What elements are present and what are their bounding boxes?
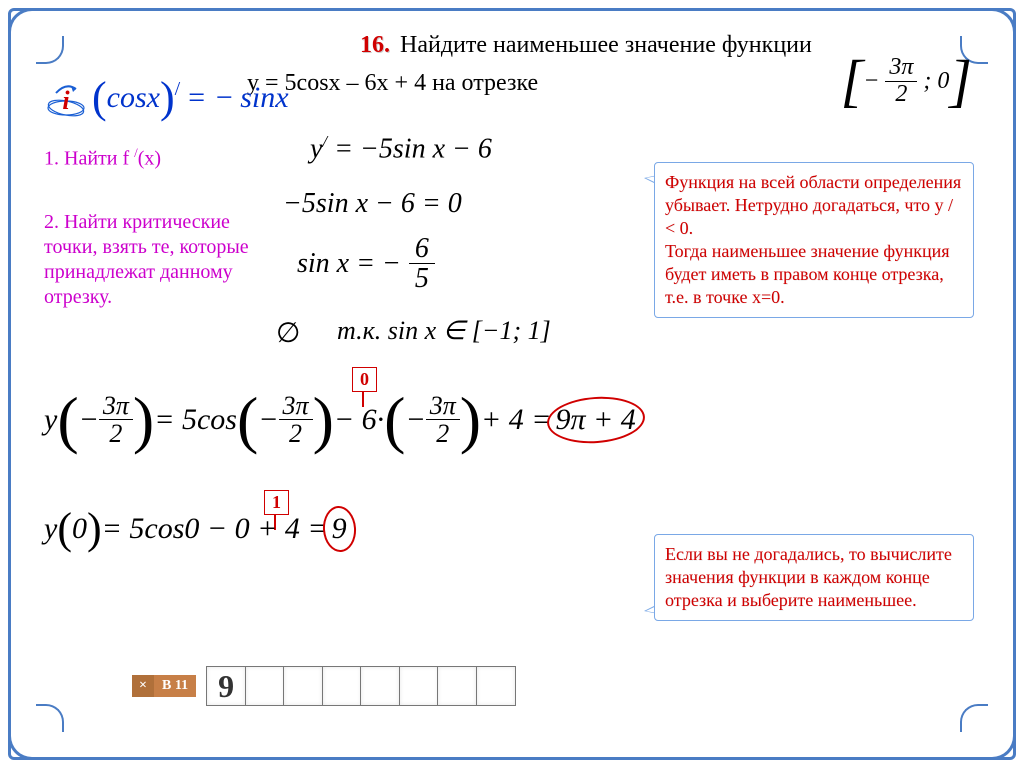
interval-expression: [ − 3π 2 ; 0 ] [841, 52, 972, 110]
evaluation-1: y ( − 3π2 ) = 5cos ( − 3π2 ) − 6· ( − 3π… [44, 392, 640, 448]
evaluation-2: y ( 0 ) = 5cos0 − 0 + 4 = 9 [44, 512, 351, 546]
circle-highlight [545, 393, 646, 446]
problem-number: 16. [360, 32, 390, 59]
answer-label: В 11 [154, 675, 196, 697]
answer-row: × В 11 9 [132, 666, 516, 706]
result-1: 9π + 4 [552, 403, 640, 437]
step-2: 2. Найти критические точки, взять те, ко… [44, 210, 254, 310]
bracket-right: ] [949, 52, 972, 110]
slide-content: 16. Найдите наименьшее значение функции … [22, 22, 1002, 746]
sinx-equation: sin x = − 6 5 [297, 234, 435, 294]
bracket-left: [ [841, 52, 864, 110]
answer-cell[interactable] [476, 666, 516, 706]
answer-mark-icon: × [132, 675, 154, 697]
info-box-2: Если вы не догадались, то вычислите знач… [654, 534, 974, 621]
since-text: т.к. sin x ∈ [−1; 1] [337, 316, 551, 346]
problem-title: Найдите наименьшее значение функции [400, 32, 812, 59]
answer-cell[interactable] [283, 666, 323, 706]
value-tag-0: 0 [352, 367, 377, 392]
info-box-1: Функция на всей области определения убыв… [654, 162, 974, 318]
empty-set-icon: ∅ [276, 316, 300, 350]
result-2: 9 [328, 512, 351, 546]
answer-prefix: × В 11 [132, 675, 196, 697]
interval-sign: − [863, 68, 879, 95]
logo-icon: i [44, 78, 88, 122]
problem-equation: y = 5cosx – 6x + 4 на отрезке [247, 70, 538, 97]
step-1: 1. Найти f /(x) [44, 145, 161, 171]
answer-cell[interactable] [360, 666, 400, 706]
answer-cell[interactable] [245, 666, 285, 706]
derivative-formula: ( cosx ) / = − sinx [92, 72, 289, 123]
svg-text:i: i [62, 86, 70, 115]
sinx-fraction: 6 5 [409, 234, 435, 294]
equation-zero: −5sin x − 6 = 0 [283, 188, 462, 220]
answer-cell[interactable] [322, 666, 362, 706]
answer-cells: 9 [206, 666, 516, 706]
interval-sep: ; [923, 68, 931, 95]
derivative-equation: y/ = −5sin x − 6 [310, 132, 492, 165]
answer-cell[interactable]: 9 [206, 666, 246, 706]
paren-left: ( [92, 72, 107, 123]
paren-right: ) [160, 72, 175, 123]
prime-mark: / [175, 78, 181, 101]
answer-cell[interactable] [399, 666, 439, 706]
interval-right: 0 [937, 68, 949, 95]
answer-cell[interactable] [437, 666, 477, 706]
interval-fraction: 3π 2 [885, 55, 917, 106]
